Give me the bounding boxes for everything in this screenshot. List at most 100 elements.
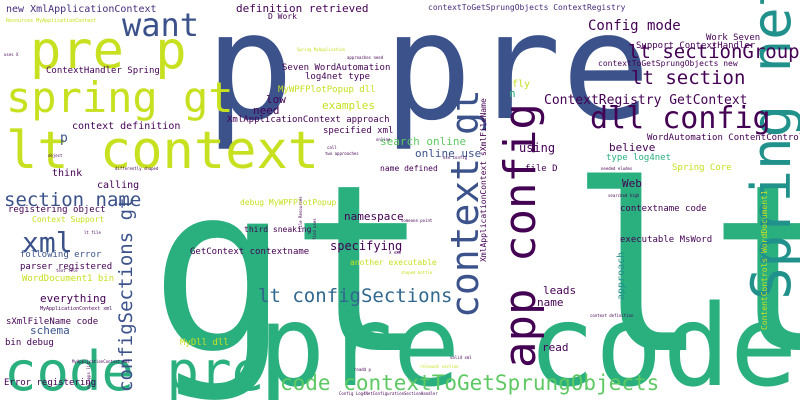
cloud-word: name [537, 296, 564, 309]
cloud-word: WordDocument1 bin [22, 274, 114, 284]
cloud-word: debug MyWPFPlotPopup [240, 198, 337, 207]
cloud-word: following error [20, 250, 102, 260]
cloud-word: lt section [631, 67, 745, 89]
cloud-word: examples [322, 99, 375, 112]
cloud-word: new XmlApplicationContext [6, 4, 157, 15]
cloud-word: readd p [354, 367, 371, 372]
cloud-word: two approaches [325, 151, 359, 156]
cloud-word: lt configSections [258, 285, 452, 307]
cloud-word: pre p [30, 21, 187, 81]
cloud-word: pre code [258, 282, 797, 400]
cloud-word: context definition [72, 121, 180, 132]
cloud-word: parser registered [20, 262, 112, 272]
cloud-word: online [376, 137, 391, 142]
cloud-word: everything [40, 292, 106, 305]
cloud-word: want [122, 6, 199, 44]
cloud-word: contextname code [620, 204, 707, 214]
cloud-word: needed eludes [601, 166, 633, 171]
cloud-word: GetContext contextname [190, 247, 309, 257]
cloud-word: lt context [6, 121, 319, 181]
cloud-word: sXmlFileName code [6, 317, 98, 327]
cloud-word: differently shaped [115, 166, 159, 171]
cloud-word: shaped bottle [401, 270, 433, 275]
cloud-word: MyDll dll [180, 338, 229, 348]
cloud-word: Config mode [588, 18, 681, 34]
cloud-word: section name [4, 189, 141, 211]
cloud-word: think [52, 168, 82, 179]
cloud-word: find uses [312, 218, 317, 240]
cloud-word: using [519, 141, 555, 155]
cloud-word: file D [525, 164, 558, 174]
cloud-word: WordAutomation ContentControls [647, 133, 800, 143]
cloud-word: specifying [330, 239, 402, 253]
cloud-word: Spring net [740, 0, 800, 300]
cloud-word: p [60, 131, 68, 146]
cloud-word: exe config [443, 155, 468, 160]
cloud-word: MyApplicationContext xml [40, 306, 112, 312]
cloud-word: p pre [205, 0, 651, 153]
cloud-word: Error registering [4, 378, 96, 388]
cloud-word: Spring Core [672, 163, 732, 173]
cloud-word: lt sectionGroup [628, 41, 800, 63]
cloud-word: contextToGetSprungObjects new [598, 59, 738, 68]
cloud-word: approaches need [347, 55, 384, 60]
cloud-word: call [327, 145, 337, 150]
cloud-word: Web [622, 177, 642, 190]
cloud-word: Config Log4NetConfigurationSectionHandle… [339, 391, 438, 396]
cloud-word: code contextToGetSprungObjects [280, 371, 659, 395]
cloud-word: search online [380, 135, 466, 148]
cloud-word: registering object [8, 205, 106, 215]
cloud-word: Seven WordAutomation [282, 63, 390, 73]
cloud-word: Context Support [32, 215, 104, 224]
cloud-word: Work Seven [706, 33, 760, 43]
cloud-word: definition retrieved [236, 2, 368, 15]
cloud-word: text file [56, 268, 78, 273]
cloud-word: name defined [380, 164, 438, 173]
cloud-word: ContextRegistry GetContext [544, 93, 748, 108]
cloud-word: XmlApplicationContext approach [227, 115, 390, 125]
cloud-word: leads [543, 284, 576, 297]
cloud-word: ContentControls WordDocument1 [760, 190, 769, 330]
cloud-word: dll config [590, 101, 771, 136]
cloud-word: MyApplicationContext xml [72, 359, 130, 364]
cloud-word: bin debug [5, 338, 54, 348]
cloud-word: xml [22, 226, 73, 259]
cloud-word: object [48, 153, 63, 158]
cloud-word: contextToGetSprungObjects ContextRegistr… [428, 3, 626, 12]
cloud-word: searched high [608, 193, 640, 198]
cloud-word: calling [97, 180, 139, 191]
cloud-word: context definition [590, 313, 634, 318]
cloud-word: gt lt [150, 135, 800, 400]
cloud-word: specified xml [323, 126, 393, 136]
cloud-word: believe [609, 141, 655, 154]
cloud-word: D Work [268, 12, 297, 21]
cloud-word: app config [495, 103, 546, 368]
cloud-word: someone point [401, 218, 433, 223]
cloud-word: log4net type [305, 72, 370, 82]
cloud-word: another executable [350, 258, 437, 267]
cloud-word: lt file [84, 230, 101, 235]
cloud-word: Resources MyApplicationContext [6, 18, 96, 24]
cloud-word: X exe [389, 250, 402, 255]
cloud-word: configSections gt [115, 198, 137, 392]
cloud-word: XmlApplicationContext sXmlFileName [479, 98, 488, 262]
cloud-word: online use [415, 147, 481, 160]
cloud-word: n [509, 87, 516, 100]
cloud-word: executable MsWord [620, 235, 712, 245]
cloud-word: file Resources [298, 196, 303, 230]
cloud-word: relevant section [420, 364, 459, 369]
cloud-word: Spring MyApplication [297, 47, 346, 52]
cloud-word: spring gt [6, 73, 234, 122]
cloud-word: schema [30, 324, 70, 337]
cloud-word: approach [616, 252, 627, 300]
cloud-word: fly [512, 79, 530, 90]
cloud-word: uses X [4, 52, 19, 57]
cloud-word: Support ContextHandler [636, 41, 756, 51]
cloud-word: valid xml [450, 355, 472, 360]
cloud-word: read [542, 341, 569, 354]
cloud-word: MyWPFPlotPopup dll [278, 85, 376, 95]
cloud-word: need [253, 104, 280, 117]
cloud-word: ContextHandler Spring [46, 66, 160, 76]
